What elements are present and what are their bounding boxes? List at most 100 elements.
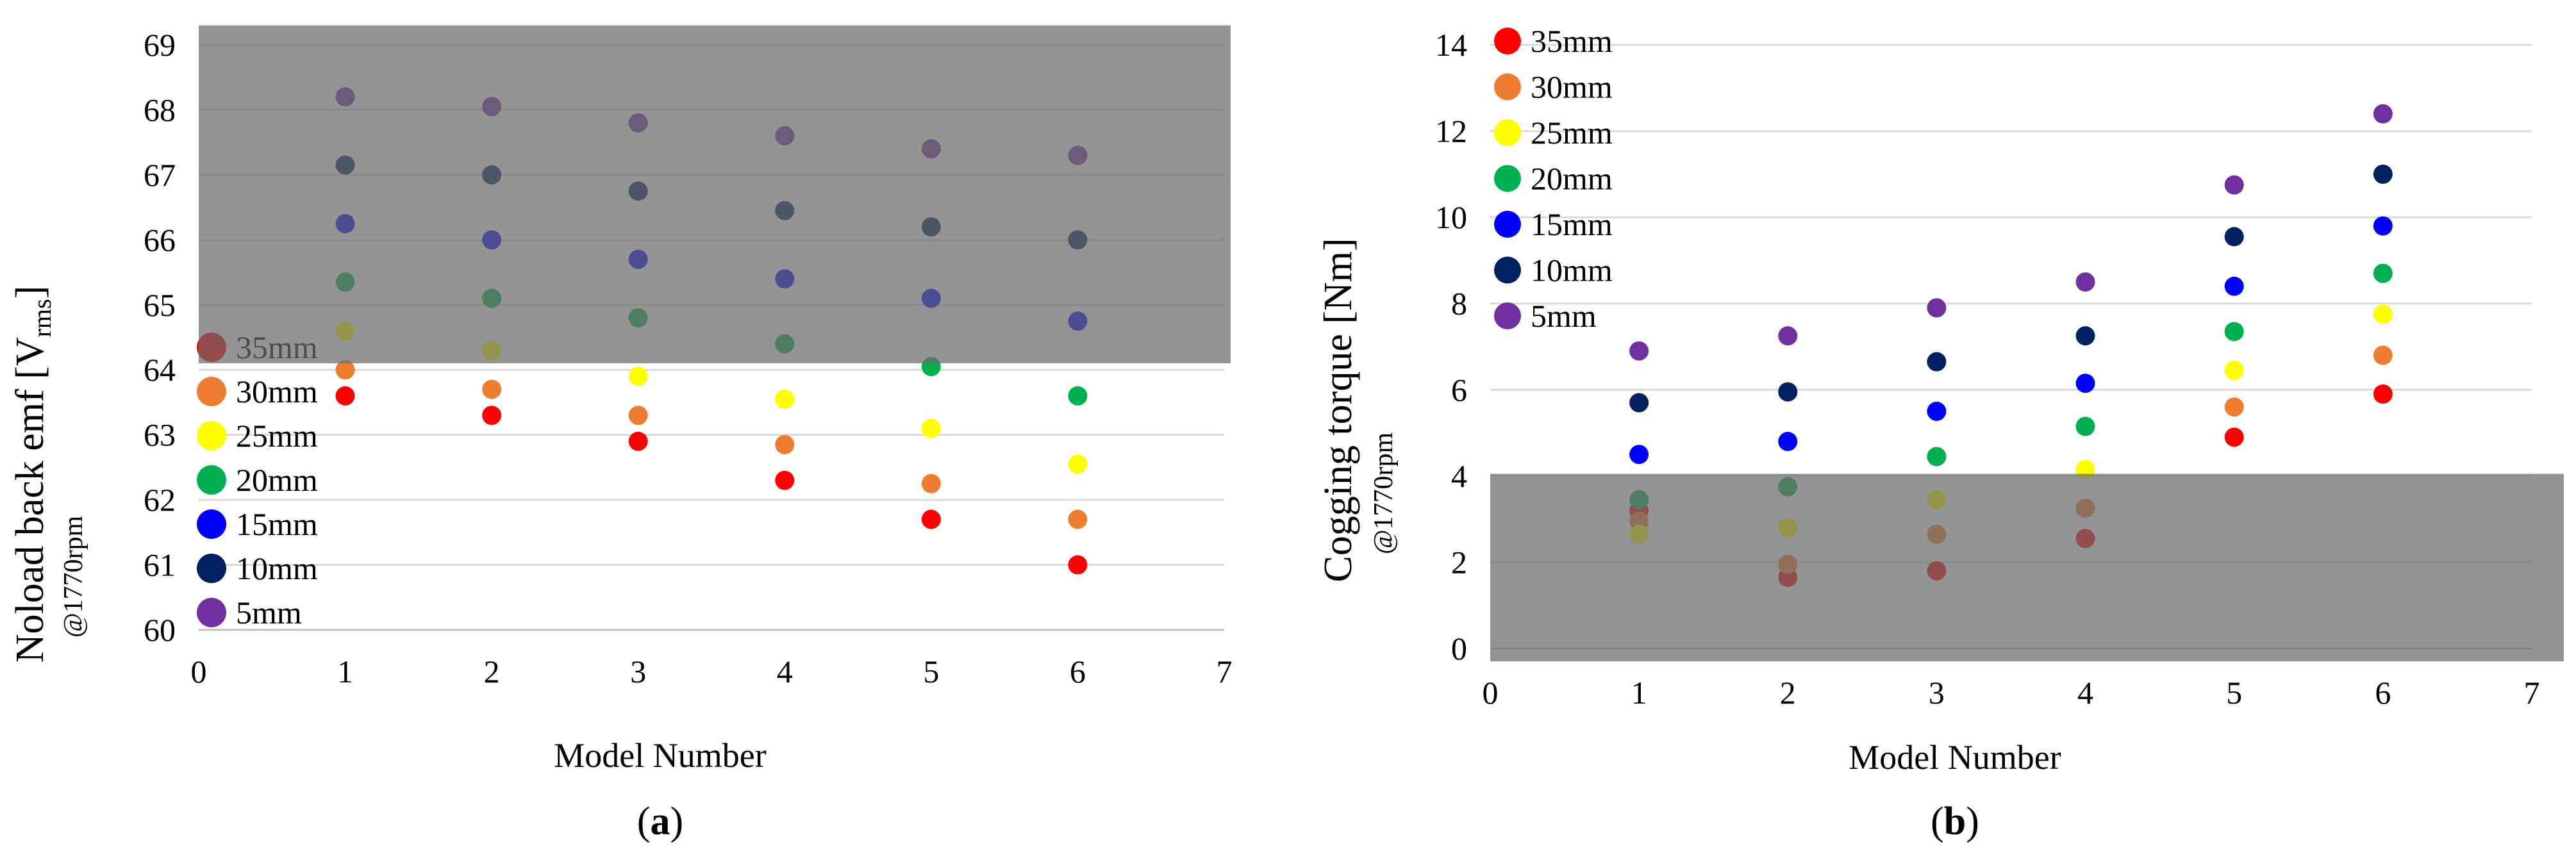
x-tick-label: 6 <box>2375 675 2391 711</box>
y-tick-label: 10 <box>1435 199 1467 235</box>
data-point-15mm <box>1927 401 1947 421</box>
data-point-10mm <box>2373 164 2393 184</box>
y-tick-label: 66 <box>144 222 176 258</box>
data-point-25mm <box>1068 454 1088 474</box>
x-tick-label: 7 <box>2524 675 2540 711</box>
legend-label: 25mm <box>236 418 318 454</box>
y-tick-label: 12 <box>1435 113 1467 149</box>
shaded-region <box>1490 474 2564 662</box>
data-point-25mm <box>2224 361 2244 381</box>
y-axis-label-close: ] <box>8 286 52 299</box>
legend-label: 15mm <box>1531 206 1613 242</box>
data-point-5mm <box>2373 104 2393 124</box>
data-point-15mm <box>2373 216 2393 236</box>
y-axis-label-text: Cogging torque [Nm] <box>1317 238 1360 582</box>
x-tick-label: 3 <box>1929 675 1945 711</box>
legend-label: 10mm <box>236 550 318 586</box>
y-axis-label-subscript: rms <box>28 299 56 337</box>
data-point-35mm <box>335 386 355 406</box>
legend-marker-10mm <box>197 554 226 583</box>
data-point-30mm <box>628 406 648 425</box>
legend-marker-15mm <box>197 509 226 539</box>
panel-label: (b) <box>1931 800 1979 843</box>
legend-marker-25mm <box>197 421 226 450</box>
data-point-35mm <box>2224 427 2244 447</box>
legend-label: 35mm <box>1531 23 1613 59</box>
data-point-15mm <box>2075 374 2095 393</box>
x-tick-label: 1 <box>1631 675 1647 711</box>
data-point-25mm <box>921 418 941 438</box>
data-point-25mm <box>775 389 795 409</box>
data-point-20mm <box>1068 386 1088 406</box>
data-point-20mm <box>2075 416 2095 436</box>
chart-panel-a: 606162636465666768690123456735mm30mm25mm… <box>8 25 1233 843</box>
y-axis-note: @1770rpm <box>1369 432 1399 555</box>
legend-label: 5mm <box>1531 298 1597 334</box>
data-point-20mm <box>2373 263 2393 283</box>
legend-label: 20mm <box>236 462 318 498</box>
x-tick-label: 0 <box>1483 675 1499 711</box>
legend-label: 15mm <box>236 506 318 542</box>
data-point-35mm <box>775 470 795 490</box>
y-axis-label: Noload back emf [Vrms] <box>8 286 56 663</box>
y-tick-label: 61 <box>144 547 176 583</box>
data-point-5mm <box>2224 175 2244 195</box>
data-point-20mm <box>2224 322 2244 342</box>
data-point-15mm <box>1629 445 1649 465</box>
data-point-10mm <box>1927 352 1947 372</box>
x-tick-label: 7 <box>1217 654 1233 689</box>
y-axis-label-text: Noload back emf [V <box>8 337 52 663</box>
panel-label: (a) <box>637 800 683 843</box>
y-tick-label: 6 <box>1451 372 1467 408</box>
legend-label: 20mm <box>1531 161 1613 197</box>
legend-marker-35mm <box>1494 28 1521 54</box>
panel-label-part: ) <box>1966 800 1979 843</box>
legend-label: 30mm <box>1531 69 1613 105</box>
x-tick-label: 3 <box>630 654 646 689</box>
legend-marker-30mm <box>1494 73 1521 101</box>
data-point-35mm <box>921 509 941 529</box>
data-point-30mm <box>335 360 355 380</box>
legend-marker-20mm <box>1494 165 1521 192</box>
data-point-5mm <box>1927 298 1947 318</box>
y-tick-label: 60 <box>144 612 176 648</box>
data-point-30mm <box>921 474 941 493</box>
shaded-region <box>199 25 1231 364</box>
y-tick-label: 69 <box>144 27 176 63</box>
panel-label-part: b <box>1944 800 1966 843</box>
y-tick-label: 8 <box>1451 286 1467 322</box>
legend-label: 10mm <box>1531 252 1613 288</box>
legend-marker-10mm <box>1494 256 1521 284</box>
data-point-35mm <box>482 406 502 425</box>
data-point-30mm <box>775 434 795 454</box>
data-point-25mm <box>2373 304 2393 324</box>
y-tick-label: 14 <box>1435 27 1467 63</box>
y-tick-label: 64 <box>144 352 176 388</box>
y-tick-label: 62 <box>144 482 176 518</box>
legend-marker-30mm <box>197 377 226 406</box>
panel-label-part: a <box>651 800 670 843</box>
legend-marker-15mm <box>1494 211 1521 238</box>
panel-label-part: ( <box>637 800 651 843</box>
panel-label-part: ) <box>670 800 684 843</box>
data-point-15mm <box>1778 432 1798 452</box>
panel-label-part: ( <box>1931 800 1944 843</box>
data-point-10mm <box>2224 227 2244 247</box>
x-tick-label: 1 <box>337 654 353 689</box>
x-axis-label: Model Number <box>554 736 766 775</box>
y-axis-note: @1770rpm <box>59 516 88 638</box>
legend-marker-5mm <box>1494 302 1521 329</box>
legend-marker-20mm <box>197 465 226 495</box>
data-point-35mm <box>628 431 648 451</box>
y-tick-label: 63 <box>144 417 176 453</box>
data-point-35mm <box>1068 555 1088 575</box>
data-point-5mm <box>1778 326 1798 346</box>
legend-marker-25mm <box>1494 119 1521 146</box>
y-tick-label: 4 <box>1451 458 1467 494</box>
data-point-10mm <box>2075 326 2095 346</box>
data-point-10mm <box>1778 382 1798 402</box>
legend-label: 30mm <box>236 374 318 409</box>
x-tick-label: 0 <box>191 654 207 689</box>
legend-marker-5mm <box>197 598 226 627</box>
